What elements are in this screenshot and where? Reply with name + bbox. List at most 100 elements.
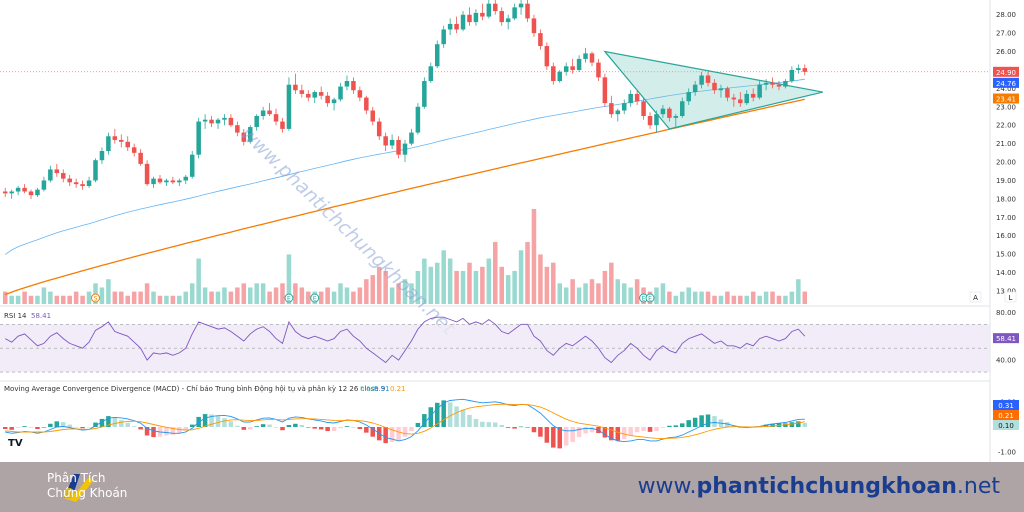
- macd-histogram-bar: [357, 427, 363, 430]
- volume-bar: [106, 279, 111, 304]
- volume-bar: [157, 295, 163, 304]
- volume-bar: [364, 279, 369, 304]
- price-tick-label: 14.00: [996, 269, 1016, 277]
- candle-body: [228, 117, 234, 126]
- candle-body: [344, 81, 350, 87]
- volume-bar: [531, 209, 537, 304]
- volume-bar: [589, 279, 595, 304]
- rsi-label: RSI 14: [4, 312, 27, 320]
- candle-body: [338, 86, 343, 100]
- volume-bar: [151, 291, 156, 304]
- macd-histogram-bar: [93, 422, 98, 427]
- macd-badge: 0.31: [998, 402, 1014, 410]
- volume-bar: [286, 254, 292, 304]
- candle-body: [705, 75, 711, 83]
- macd-histogram-bar: [634, 427, 640, 433]
- volume-scale-button: [969, 291, 982, 303]
- volume-bar: [215, 291, 221, 304]
- macd-histogram-bar: [680, 423, 685, 427]
- macd-histogram-bar: [712, 416, 717, 427]
- candle-body: [67, 178, 72, 183]
- rsi-value-label: 58.41: [31, 312, 51, 320]
- candle-body: [750, 93, 756, 98]
- candle-body: [434, 44, 440, 67]
- candle-body: [576, 58, 582, 70]
- macd-histogram-bar: [512, 427, 517, 429]
- candle-body: [667, 108, 672, 118]
- candle-body: [331, 99, 337, 104]
- last-price-badge: 24.90: [996, 69, 1016, 77]
- volume-bar: [293, 283, 298, 304]
- macd-pane: Moving Average Convergence Divergence (M…: [2, 385, 1019, 457]
- price-tick-label: 13.00: [996, 287, 1016, 295]
- candle-body: [125, 141, 130, 148]
- macd-histogram-bar: [54, 421, 60, 427]
- indicator-marker-label: E: [642, 296, 646, 303]
- macd-badge: 0.10: [998, 422, 1014, 430]
- volume-bar: [576, 287, 582, 304]
- volume-bar: [60, 295, 66, 304]
- volume-bar: [144, 283, 150, 304]
- volume-bar: [699, 291, 704, 304]
- brand-name-line2: Chứng Khoán: [47, 486, 128, 500]
- macd-histogram-bar: [525, 427, 530, 428]
- volume-bar: [486, 258, 492, 304]
- volume-bar: [480, 266, 485, 304]
- volume-bar: [770, 291, 775, 304]
- candle-body: [293, 84, 298, 91]
- candle-body: [551, 66, 556, 82]
- macd-histogram-bar: [505, 427, 511, 428]
- volume-bar: [396, 283, 401, 304]
- volume-bar: [776, 295, 782, 304]
- volume-bar: [473, 270, 479, 304]
- candle-body: [686, 92, 691, 102]
- volume-bar: [99, 287, 105, 304]
- volume-bar: [757, 295, 762, 304]
- candle-body: [2, 191, 8, 194]
- candle-body: [383, 136, 388, 146]
- volume-bar: [602, 270, 608, 304]
- candle-body: [725, 88, 730, 98]
- macd-histogram-bar: [86, 427, 92, 428]
- rsi-badge-bg: [993, 333, 1019, 344]
- tradingview-logo[interactable]: TV: [6, 436, 24, 449]
- macd-histogram-bar: [106, 416, 111, 427]
- macd-histogram-bar: [80, 427, 85, 429]
- macd-histogram-bar: [699, 415, 704, 427]
- price-tick-label: 28.00: [996, 11, 1016, 19]
- macd-histogram-bar: [299, 424, 305, 427]
- volume-bar: [493, 242, 498, 304]
- candle-body: [531, 18, 537, 34]
- candle-body: [641, 101, 646, 117]
- macd-histogram-bar: [615, 427, 621, 441]
- macd-histogram-bar: [235, 425, 240, 427]
- candle-body: [415, 106, 421, 133]
- macd-histogram-bar: [293, 423, 298, 427]
- volume-bar: [738, 295, 743, 304]
- indicator-marker: [90, 293, 100, 303]
- indicator-marker-label: E: [287, 296, 291, 303]
- candle-body: [596, 62, 601, 78]
- candle-body: [525, 3, 530, 19]
- macd-histogram-bar: [551, 427, 556, 448]
- volume-bar: [705, 291, 711, 304]
- candle-body: [731, 97, 737, 100]
- volume-bar: [15, 295, 21, 304]
- volume-bar: [615, 279, 621, 304]
- macd-histogram-bar: [493, 422, 498, 427]
- url-prefix: www.: [637, 474, 697, 499]
- price-badges: 24.90 24.76 23.41: [993, 66, 1019, 104]
- candle-body: [177, 180, 182, 183]
- volume-bar: [183, 291, 189, 304]
- volume-bar: [596, 283, 601, 304]
- volume-bar: [177, 295, 182, 304]
- macd-histogram-bar: [247, 427, 253, 430]
- candle-body: [254, 116, 259, 128]
- macd-histogram-bar: [60, 422, 66, 427]
- volume-bar: [505, 275, 511, 304]
- price-tick-label: 17.00: [996, 214, 1016, 222]
- footer-url[interactable]: www.phantichchungkhoan.net: [638, 474, 1000, 499]
- ma-short-badge: 24.76: [996, 80, 1017, 88]
- candle-body: [615, 110, 621, 115]
